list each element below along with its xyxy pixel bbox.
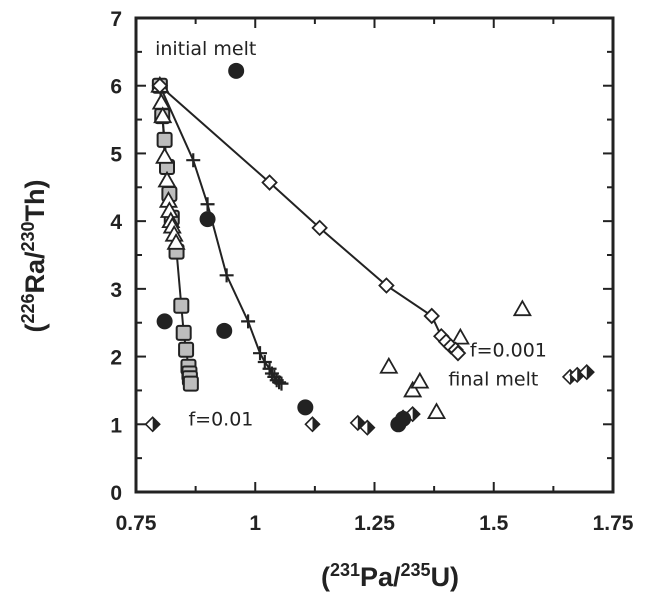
- diamond-open-point: [423, 307, 441, 325]
- square-point: [173, 297, 190, 314]
- triangle-open-point: [151, 92, 171, 110]
- y-tick-label: 2: [110, 347, 122, 370]
- y-tick-label: 4: [110, 211, 122, 234]
- x-tick-label: 1.5: [479, 512, 509, 535]
- triangle-open-point: [157, 170, 177, 188]
- diamond-open-point: [378, 277, 395, 294]
- annotations: initial melt f=0.001 final melt f=0.01: [155, 38, 547, 430]
- annotation-label: f=0.01: [188, 409, 253, 431]
- circle-point: [297, 399, 314, 416]
- x-tick-label: 1.75: [593, 512, 634, 535]
- diamond-half-point-fill: [152, 417, 160, 432]
- diamond-half-point-fill: [412, 407, 420, 422]
- annotation-label: final melt: [448, 369, 538, 391]
- triangle-open-point: [153, 106, 173, 124]
- circle-point: [199, 211, 216, 228]
- triangle-open-point: [379, 356, 399, 374]
- triangle-open-point: [166, 232, 186, 250]
- y-tick-label: 3: [110, 279, 122, 302]
- square-point: [156, 131, 173, 148]
- square-point: [175, 324, 192, 341]
- diamond-half-point-fill: [586, 365, 594, 380]
- series-lines: [158, 84, 459, 385]
- plus-point: [241, 314, 256, 329]
- triangle-open-point: [450, 327, 470, 345]
- diamond-open-point: [151, 77, 169, 94]
- plus-point: [200, 197, 215, 212]
- triangle-open-point: [410, 371, 430, 389]
- diamond-half-point-fill: [577, 367, 585, 382]
- circle-point: [216, 322, 233, 339]
- square-point: [178, 341, 195, 358]
- diamond-half-point-fill: [357, 415, 365, 430]
- y-tick-label: 6: [110, 76, 122, 99]
- x-axis-title: (231Pa/235U): [321, 560, 459, 592]
- y-tick-label: 0: [110, 482, 122, 505]
- diamond-half-point-fill: [312, 417, 320, 432]
- x-tick-label: 1: [249, 512, 261, 535]
- x-tick-label: 1.25: [354, 512, 395, 535]
- triangle-open-point: [512, 299, 532, 317]
- series-markers: [144, 62, 595, 436]
- plus-point: [186, 153, 201, 168]
- square-point: [182, 375, 199, 392]
- x-tick-label: 0.75: [116, 512, 157, 535]
- plus-point: [274, 376, 289, 391]
- y-tick-label: 5: [110, 143, 122, 166]
- plus-point: [219, 268, 234, 283]
- diamond-open-point: [311, 219, 328, 237]
- triangle-open-point: [403, 380, 423, 398]
- diamond-open-point: [449, 344, 467, 362]
- circle-point: [228, 62, 245, 79]
- triangle-open-point: [155, 147, 175, 164]
- y-tick-label: 1: [110, 414, 122, 437]
- triangle-open-point: [426, 402, 447, 419]
- diamond-half-point-fill: [367, 420, 375, 435]
- annotation-label: initial melt: [155, 38, 256, 60]
- y-axis-title: (226Ra/230Th): [18, 179, 50, 332]
- diamond-open-point: [261, 174, 278, 191]
- y-tick-label: 7: [110, 8, 122, 31]
- plus-point: [272, 375, 287, 390]
- plus-point: [253, 346, 268, 361]
- annotation-label: f=0.001: [470, 340, 547, 362]
- axis-ticks: 0.75 1 1.25 1.5 1.75 0 1 2 3 4 5 6 7: [110, 8, 633, 535]
- circle-point: [395, 410, 412, 427]
- circle-point: [156, 313, 173, 330]
